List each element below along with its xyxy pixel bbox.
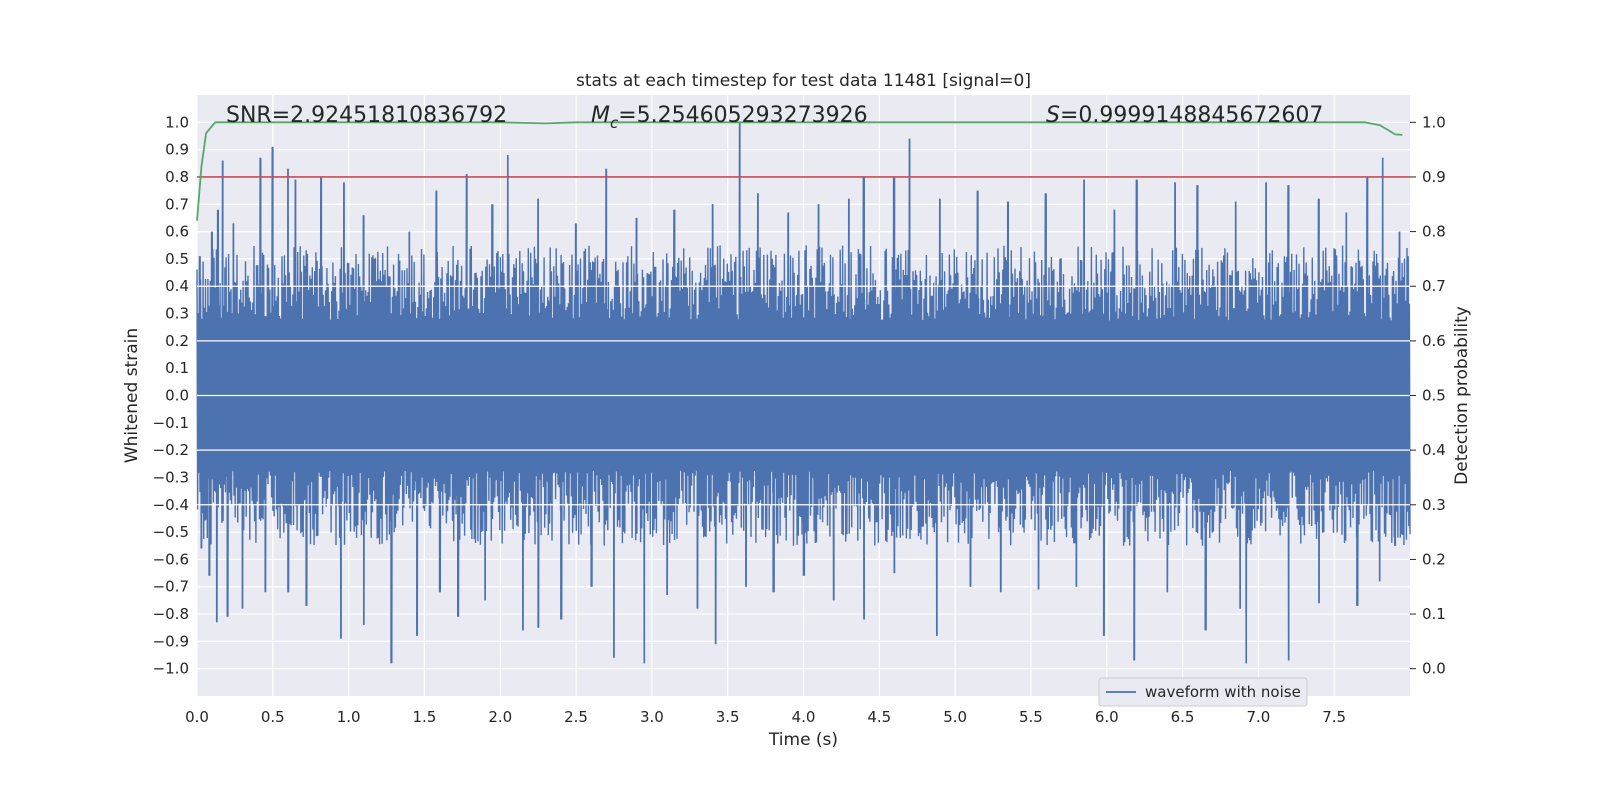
chirp-mass-value: =5.254605293273926	[618, 103, 867, 128]
x-tick-label: 3.5	[716, 708, 740, 726]
y-right-tick-label: 0.1	[1422, 605, 1446, 623]
legend-box	[1098, 677, 1308, 707]
y-tick-label: 0.5	[165, 250, 189, 268]
detection-probability-line	[196, 121, 1403, 221]
y-right-tick-label: 0.9	[1422, 168, 1446, 186]
y-right-tick-label: 0.3	[1422, 496, 1446, 514]
y-tick-label: −0.3	[153, 468, 189, 486]
s-symbol: S	[1046, 103, 1060, 128]
x-tick-label: 4.0	[792, 708, 816, 726]
y-tick-label: 0.2	[165, 332, 189, 350]
y-tick-label: −0.8	[153, 605, 189, 623]
y-tick-label: −0.4	[153, 496, 189, 514]
y-tick-label: 0.6	[165, 223, 189, 241]
y-axis-label-right: Detection probability	[1452, 306, 1472, 485]
y-tick-label: −0.6	[153, 550, 189, 568]
y-tick-label: 0.8	[165, 168, 189, 186]
x-tick-label: 5.5	[1019, 708, 1043, 726]
chirp-mass-annotation: Mc=5.254605293273926	[591, 103, 868, 132]
y-right-tick-label: 0.7	[1422, 277, 1446, 295]
x-tick-label: 3.0	[640, 708, 664, 726]
y-right-tick-label: 0.5	[1422, 387, 1446, 405]
y-tick-label: −0.7	[153, 578, 189, 596]
y-right-tick-label: 0.2	[1422, 550, 1446, 568]
y-tick-label: 0.1	[165, 359, 189, 377]
x-tick-label: 5.0	[943, 708, 967, 726]
x-tick-label: 6.5	[1171, 708, 1195, 726]
y-tick-label: −0.2	[153, 441, 189, 459]
y-ticks-right: 1.0 0.9 0.8 0.7 0.6 0.5 0.4 0.3 0.2 0.1 0.0	[1410, 113, 1446, 678]
x-tick-label: 6.0	[1095, 708, 1119, 726]
y-tick-label: 1.0	[165, 113, 189, 131]
y-tick-label: −0.1	[153, 414, 189, 432]
x-tick-label: 1.0	[337, 708, 361, 726]
y-tick-label: 0.4	[165, 277, 189, 295]
x-tick-label: 1.5	[413, 708, 437, 726]
y-right-tick-label: 0.8	[1422, 223, 1446, 241]
x-tick-label: 4.5	[867, 708, 891, 726]
x-tick-label: 7.0	[1246, 708, 1270, 726]
chirp-mass-symbol: M	[591, 103, 610, 128]
y-tick-label: 0.9	[165, 141, 189, 159]
y-right-tick-label: 0.4	[1422, 441, 1446, 459]
x-tick-label: 7.5	[1322, 708, 1346, 726]
y-tick-label: −0.5	[153, 523, 189, 541]
y-tick-label: 0.3	[165, 305, 189, 323]
y-ticks-left: 1.0 0.9 0.8 0.7 0.6 0.5 0.4 0.3 0.2 0.1 0.0 −0.1 −0.…	[153, 113, 189, 677]
y-tick-label: −1.0	[153, 660, 189, 678]
x-tick-label: 2.0	[488, 708, 512, 726]
y-tick-label: 0.7	[165, 195, 189, 213]
y-tick-label: −0.9	[153, 632, 189, 650]
legend-label: waveform with noise	[1145, 683, 1301, 701]
y-right-tick-label: 0.6	[1422, 332, 1446, 350]
x-tick-label: 0.5	[261, 708, 285, 726]
waveform-series	[196, 122, 1411, 664]
y-right-tick-label: 1.0	[1422, 113, 1446, 131]
x-tick-label: 0.0	[185, 708, 209, 726]
s-value: =0.9999148845672607	[1060, 103, 1323, 128]
y-tick-label: 0.0	[165, 387, 189, 405]
y-right-tick-label: 0.0	[1422, 660, 1446, 678]
x-tick-label: 2.5	[564, 708, 588, 726]
snr-annotation: SNR=2.92451810836792	[226, 103, 507, 128]
legend: waveform with noise	[1098, 677, 1308, 707]
y-axis-label: Whitened strain	[122, 328, 142, 463]
x-axis-label: Time (s)	[768, 730, 838, 750]
chart-title: stats at each timestep for test data 114…	[576, 71, 1031, 91]
s-annotation: S=0.9999148845672607	[1046, 103, 1323, 128]
chirp-mass-subscript: c	[610, 114, 619, 132]
x-ticks: 0.0 0.5 1.0 1.5 2.0 2.5 3.0 3.5 4.0 4.5 5.0 5.5 6.0 6…	[185, 708, 1346, 726]
probability-series	[196, 121, 1403, 221]
